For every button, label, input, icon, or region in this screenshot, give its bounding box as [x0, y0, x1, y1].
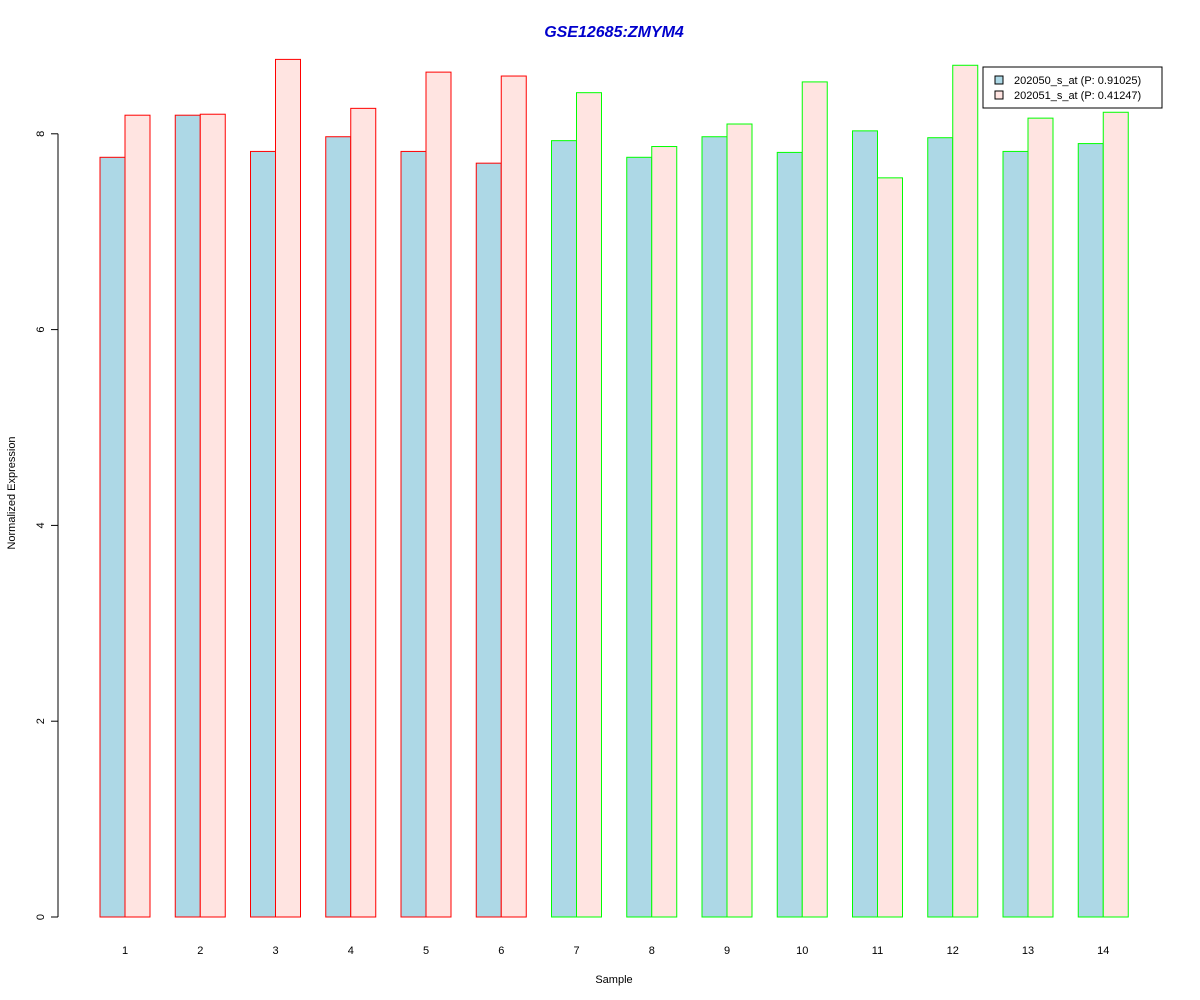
x-tick-label: 1 — [122, 945, 128, 957]
x-tick-labels: 1 2 3 4 5 6 7 8 9 10 11 12 13 14 — [122, 945, 1109, 957]
bar-sample-3-series-2 — [275, 58, 301, 918]
y-tick-label: 0 — [35, 914, 47, 920]
x-tick-label: 7 — [573, 945, 579, 957]
x-tick-label: 12 — [947, 945, 959, 957]
x-tick-label: 9 — [724, 945, 730, 957]
x-tick-label: 5 — [423, 945, 429, 957]
y-axis: 0 2 4 6 8 — [35, 131, 59, 920]
bar-sample-5-series-1 — [400, 150, 427, 918]
x-tick-label: 10 — [796, 945, 808, 957]
legend-label: 202051_s_at (P: 0.41247) — [1014, 90, 1141, 102]
legend-swatch — [994, 75, 1004, 85]
x-tick-label: 4 — [348, 945, 354, 957]
bars-group — [99, 58, 1129, 918]
bar-sample-2-series-1 — [174, 114, 201, 918]
x-axis-label: Sample — [595, 974, 632, 986]
x-tick-label: 11 — [872, 945, 883, 957]
legend: 202050_s_at (P: 0.91025) 202051_s_at (P: … — [982, 66, 1163, 109]
bar-sample-10-series-2 — [801, 81, 828, 918]
y-tick-label: 2 — [35, 718, 47, 724]
bar-sample-11-series-1 — [852, 130, 878, 918]
bar-sample-9-series-2 — [726, 123, 753, 918]
bar-sample-7-series-1 — [551, 140, 577, 918]
bar-sample-14-series-1 — [1077, 143, 1104, 918]
bar-sample-4-series-1 — [325, 136, 352, 918]
y-tick-label: 6 — [35, 327, 47, 333]
bar-sample-13-series-1 — [1002, 150, 1029, 918]
x-tick-label: 3 — [272, 945, 278, 957]
bar-sample-14-series-2 — [1102, 111, 1129, 918]
bar-sample-11-series-2 — [877, 177, 903, 918]
bar-sample-5-series-2 — [425, 71, 452, 918]
x-tick-label: 2 — [197, 945, 203, 957]
y-axis-label: Normalized Expression — [6, 436, 18, 549]
bar-sample-6-series-2 — [500, 75, 527, 918]
legend-box — [982, 66, 1163, 109]
y-tick-label: 8 — [35, 131, 47, 137]
bar-sample-8-series-2 — [651, 146, 678, 918]
y-tick-label: 4 — [35, 522, 47, 528]
bar-sample-13-series-2 — [1027, 117, 1054, 918]
x-tick-label: 8 — [649, 945, 655, 957]
bar-sample-6-series-1 — [475, 162, 502, 918]
bar-sample-1-series-2 — [124, 114, 151, 918]
bar-sample-7-series-2 — [576, 92, 602, 918]
legend-label: 202050_s_at (P: 0.91025) — [1014, 75, 1141, 87]
x-tick-label: 13 — [1022, 945, 1034, 957]
bar-sample-8-series-1 — [626, 156, 653, 918]
bar-sample-10-series-1 — [776, 151, 803, 918]
bar-sample-12-series-1 — [927, 137, 954, 918]
bar-sample-12-series-2 — [952, 64, 979, 918]
legend-swatch — [994, 90, 1004, 100]
x-tick-label: 6 — [498, 945, 504, 957]
bar-sample-1-series-1 — [99, 156, 126, 918]
bar-sample-4-series-2 — [350, 107, 377, 918]
bar-sample-3-series-1 — [250, 150, 276, 918]
bar-sample-2-series-2 — [199, 113, 226, 918]
chart-title: GSE12685:ZMYM4 — [544, 24, 684, 41]
x-tick-label: 14 — [1097, 945, 1109, 957]
bar-sample-9-series-1 — [701, 136, 728, 918]
